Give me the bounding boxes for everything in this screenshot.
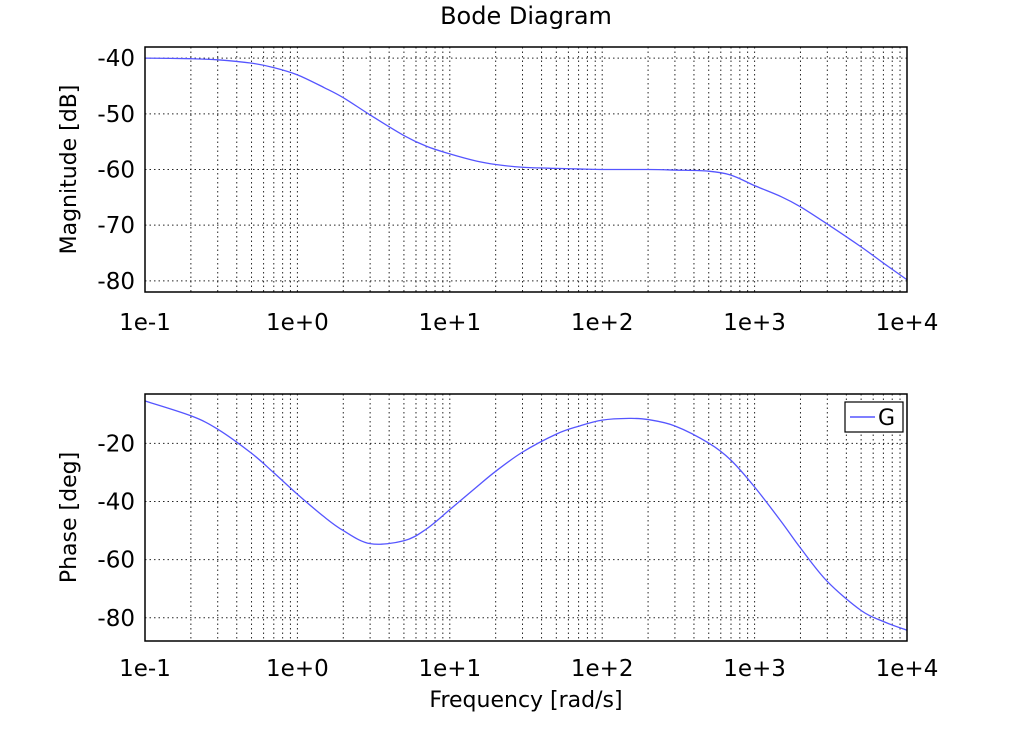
magnitude-x-tick-labels: 1e-1 1e+0 1e+1 1e+2 1e+3 1e+4 (119, 310, 938, 336)
phase-x-tick-labels: 1e-1 1e+0 1e+1 1e+2 1e+3 1e+4 (119, 656, 938, 682)
x-tick-label: 1e+1 (418, 310, 481, 336)
y-tick-label: -80 (97, 606, 135, 632)
series-line (144, 400, 908, 631)
magnitude-series (144, 57, 908, 281)
y-tick-label: -50 (97, 102, 135, 128)
magnitude-plot-frame (144, 46, 908, 293)
phase-y-tick-labels: -20 -40 -60 -80 (97, 431, 135, 631)
x-tick-label: 1e+0 (266, 656, 329, 682)
x-tick-label: 1e-1 (119, 656, 171, 682)
y-tick-label: -60 (97, 158, 135, 184)
magnitude-plot: -40 -50 -60 -70 -80 1e-1 1e+0 1e+1 1e+2 1e+3 1e+4… (57, 46, 938, 336)
phase-plot: -20 -40 -60 -80 1e-1 1e+0 1e+1 1e+2 1e+3 1e+4 Ph… (57, 393, 938, 713)
x-tick-label: 1e-1 (119, 310, 171, 336)
phase-y-axis-label: Phase [deg] (57, 452, 82, 583)
x-tick-label: 1e+0 (266, 310, 329, 336)
y-tick-label: -70 (97, 213, 135, 239)
x-tick-label: 1e+3 (723, 310, 786, 336)
phase-series (144, 400, 908, 631)
x-tick-label: 1e+4 (876, 310, 939, 336)
x-tick-label: 1e+3 (723, 656, 786, 682)
x-tick-label: 1e+2 (571, 310, 634, 336)
phase-legend: G (844, 401, 904, 433)
x-tick-label: 1e+2 (571, 656, 634, 682)
y-tick-label: -40 (97, 490, 135, 516)
magnitude-y-tick-labels: -40 -50 -60 -70 -80 (97, 46, 135, 295)
series-line (144, 57, 908, 281)
y-tick-label: -60 (97, 548, 135, 574)
x-tick-label: 1e+1 (418, 656, 481, 682)
y-tick-label: -40 (97, 46, 135, 72)
magnitude-y-axis-label: Magnitude [dB] (57, 85, 82, 255)
phase-grid (145, 394, 907, 641)
magnitude-grid (145, 47, 907, 292)
legend-entry-g: G (878, 406, 895, 431)
phase-x-axis-label: Frequency [rad/s] (429, 688, 622, 713)
phase-plot-frame (144, 393, 908, 642)
y-tick-label: -20 (97, 431, 135, 457)
x-tick-label: 1e+4 (876, 656, 939, 682)
figure-title: Bode Diagram (440, 2, 612, 30)
y-tick-label: -80 (97, 269, 135, 295)
